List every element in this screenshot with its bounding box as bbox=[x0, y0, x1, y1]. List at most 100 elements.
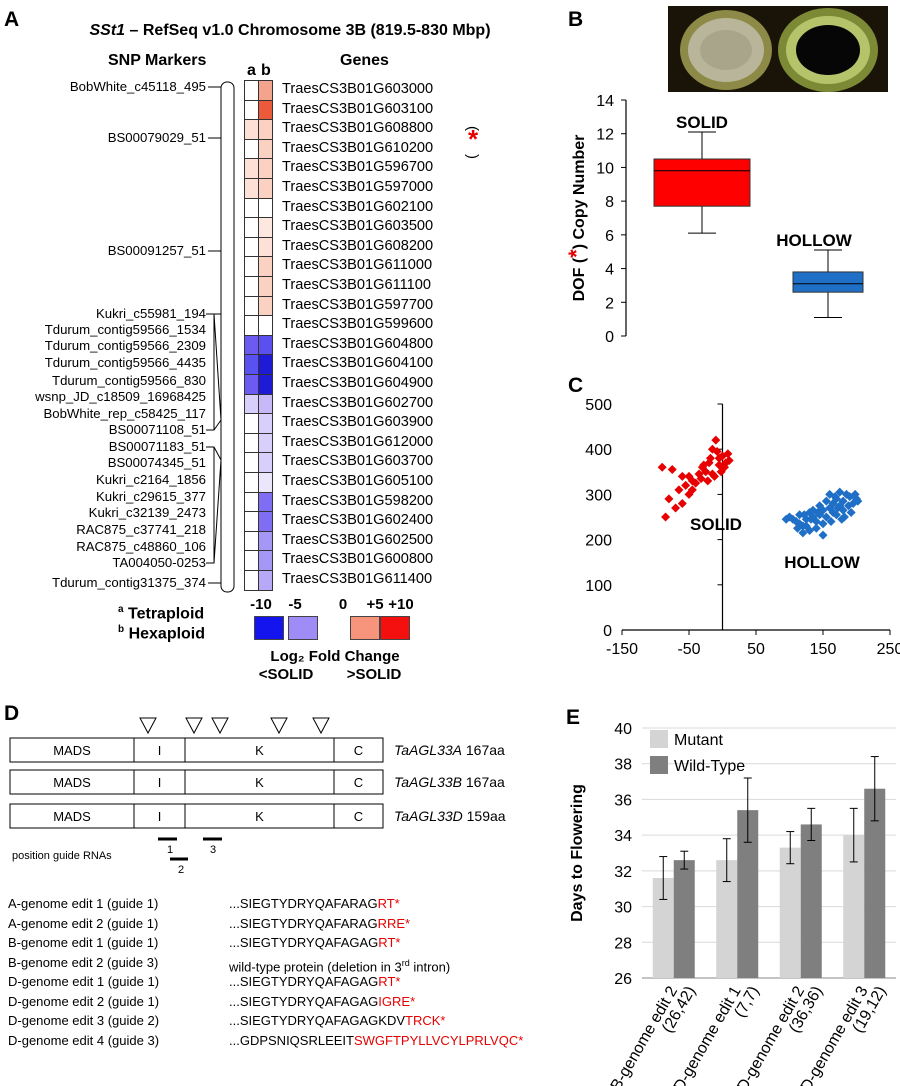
col-b-header: b bbox=[261, 62, 271, 79]
heatmap-cell-b bbox=[258, 432, 273, 454]
x-tick-label: -150 bbox=[606, 641, 638, 658]
y-axis-label: DOF (*) Copy Number bbox=[564, 135, 589, 302]
solid-point bbox=[664, 494, 674, 504]
solid-point bbox=[677, 471, 687, 481]
y-tick-label: 0 bbox=[605, 329, 614, 346]
panel-letter-a: A bbox=[4, 8, 20, 31]
sequence-normal: wild-type protein (deletion in 3 bbox=[229, 958, 402, 974]
x-tick-label: 250 bbox=[877, 641, 900, 658]
box-body bbox=[792, 271, 864, 293]
solid-point bbox=[699, 460, 709, 470]
gene-label: TraesCS3B01G598200 bbox=[282, 492, 434, 509]
heatmap bbox=[244, 80, 274, 591]
legend-title: Log₂ Fold Change bbox=[270, 648, 400, 665]
hollow-point bbox=[821, 496, 831, 506]
sequence-normal: ...SIEGTYDRYQAFAGAG bbox=[229, 974, 379, 989]
x-tick-label: 50 bbox=[747, 641, 765, 658]
sequence-edit-red: RRE* bbox=[377, 915, 411, 931]
protein-length: 167aa bbox=[462, 742, 505, 758]
legend-swatch bbox=[380, 616, 410, 640]
sequence-edit-red: RT* bbox=[378, 935, 401, 950]
genes-header: Genes bbox=[340, 52, 389, 69]
edit-site-triangle bbox=[185, 717, 203, 735]
panel-letter-d: D bbox=[4, 702, 20, 725]
y-tick-label: 14 bbox=[596, 93, 614, 110]
y-tick-label: 6 bbox=[605, 228, 614, 245]
edit-sequence: wild-type protein (deletion in 3rd intro… bbox=[229, 954, 450, 976]
heatmap-cell-a bbox=[244, 197, 259, 219]
heatmap-cell-a bbox=[244, 158, 259, 179]
gene-label: TraesCS3B01G605100 bbox=[282, 473, 434, 489]
heatmap-cell-b bbox=[258, 452, 273, 473]
edit-label: D-genome edit 4 (guide 3) bbox=[8, 1032, 160, 1048]
domain-label: I bbox=[158, 743, 162, 758]
solid-point bbox=[687, 485, 697, 495]
heatmap-cell-b bbox=[258, 295, 273, 317]
legend-swatch bbox=[650, 756, 668, 774]
heatmap-cell-b bbox=[258, 276, 273, 297]
heatmap-cell-a bbox=[244, 80, 259, 101]
hollow-point bbox=[795, 510, 805, 520]
y-label-pre: DOF ( bbox=[571, 257, 588, 301]
sequence-edit-red: TRCK* bbox=[405, 1013, 446, 1028]
heatmap-cell-b bbox=[258, 334, 273, 356]
protein-name: TaAGL33A 167aa bbox=[394, 742, 505, 758]
hollow-point bbox=[806, 514, 816, 524]
bar-wildtype bbox=[800, 824, 822, 978]
snp-marker-label: Tdurum_contig59566_4435 bbox=[44, 355, 206, 370]
protein-bar bbox=[9, 803, 384, 829]
domain-label: MADS bbox=[53, 743, 91, 758]
intron-tail: intron) bbox=[409, 958, 451, 974]
edit-sequence: ...SIEGTYDRYQAFARAGRRE* bbox=[229, 915, 410, 933]
hollow-point bbox=[788, 514, 798, 524]
solid-point bbox=[661, 512, 671, 522]
snp-marker-label: Tdurum_contig59566_830 bbox=[52, 373, 206, 388]
heatmap-cell-b bbox=[258, 197, 273, 219]
legend-tick: +5 bbox=[366, 596, 384, 613]
y-tick-label: 38 bbox=[614, 757, 632, 774]
panel-a-title: SSt1 – RefSeq v1.0 Chromosome 3B (819.5-… bbox=[40, 22, 540, 40]
solid-point bbox=[677, 498, 687, 508]
solid-point bbox=[712, 446, 722, 456]
gene-label: TraesCS3B01G596700 bbox=[282, 159, 434, 176]
domain-label: K bbox=[255, 743, 264, 758]
scatter-label-hollow: HOLLOW bbox=[784, 553, 860, 572]
solid-point bbox=[691, 478, 701, 488]
heatmap-cell-b bbox=[258, 472, 273, 493]
heatmap-cell-b bbox=[258, 354, 273, 375]
domain-label: I bbox=[158, 809, 162, 824]
heatmap-cell-a bbox=[244, 374, 259, 395]
bar-wildtype bbox=[737, 810, 759, 978]
heatmap-cell-a bbox=[244, 491, 259, 513]
hollow-point bbox=[781, 514, 791, 524]
heatmap-cell-a bbox=[244, 217, 259, 238]
solid-point bbox=[657, 462, 667, 472]
domain-label: C bbox=[354, 743, 363, 758]
protein-name-italic: TaAGL33A bbox=[394, 742, 462, 758]
domain-label: MADS bbox=[53, 775, 91, 790]
edit-site-triangle bbox=[270, 717, 288, 735]
snp-marker-label: Kukri_c55981_194 bbox=[96, 306, 206, 321]
heatmap-cell-a bbox=[244, 393, 259, 415]
y-label-post: ) Copy Number bbox=[571, 135, 588, 250]
edit-label: D-genome edit 3 (guide 2) bbox=[8, 1013, 160, 1028]
solid-point bbox=[711, 435, 721, 445]
domain-label: C bbox=[354, 775, 363, 790]
edit-sequence: ...SIEGTYDRYQAFARAGRT* bbox=[229, 895, 400, 913]
copy-number-boxplot: 0 2 4 6 8 10 12 14 DOF (*) Copy Number SOLID HOLLO… bbox=[564, 93, 864, 346]
hollow-point bbox=[798, 528, 808, 538]
protein-bar bbox=[9, 769, 384, 795]
solid-point bbox=[696, 474, 706, 484]
bar-mutant bbox=[843, 835, 865, 978]
gene-label: TraesCS3B01G600800 bbox=[282, 551, 434, 568]
hollow-point bbox=[846, 507, 856, 517]
domain-label: K bbox=[255, 809, 264, 824]
heatmap-cell-a bbox=[244, 119, 259, 140]
y-tick-label: 26 bbox=[614, 971, 632, 988]
intron-sup: rd bbox=[401, 957, 410, 968]
heatmap-cell-b bbox=[258, 393, 273, 415]
hollow-point bbox=[831, 510, 841, 520]
heatmap-cell-a bbox=[244, 178, 259, 199]
y-tick-label: 0 bbox=[603, 623, 612, 640]
hollow-point bbox=[853, 496, 863, 506]
